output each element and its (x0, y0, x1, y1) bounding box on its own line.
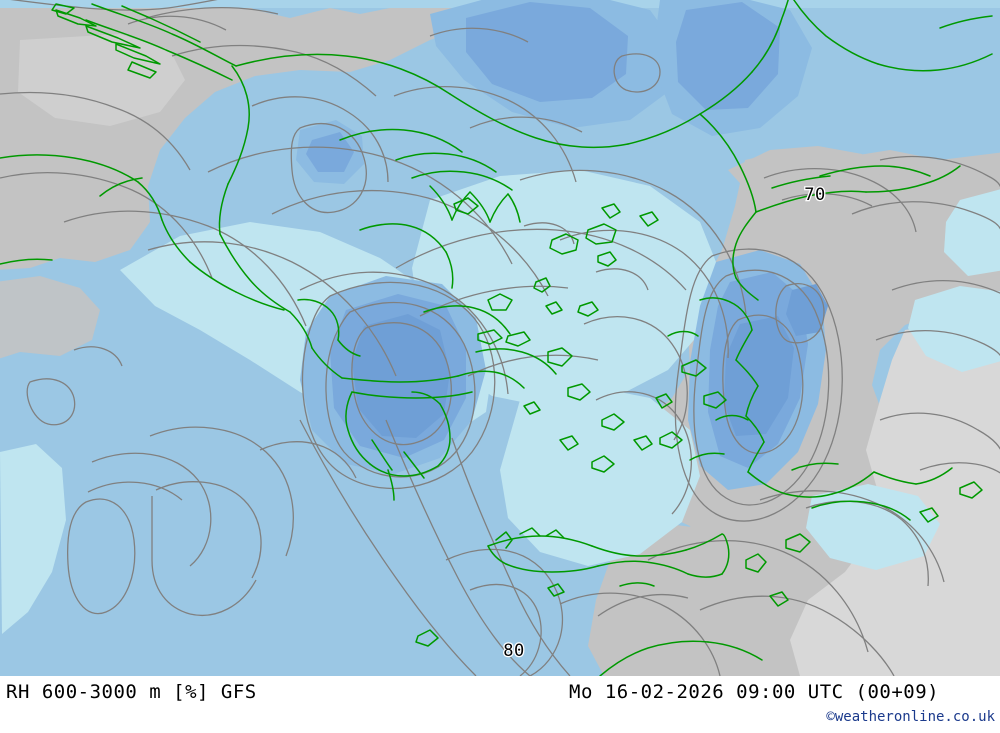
map-footer-bar: RH 600-3000 m [%] GFS Mo 16-02-2026 09:0… (0, 676, 1000, 733)
contour-value-labels: 70 80 (502, 184, 827, 663)
valid-time-label: Mo 16-02-2026 09:00 UTC (00+09) (569, 681, 940, 703)
map-canvas[interactable]: 70 80 (0, 0, 1000, 676)
relative-humidity-contour-map[interactable]: 70 80 (0, 0, 1000, 676)
contour-label-70: 70 (804, 185, 825, 205)
parameter-title: RH 600-3000 m [%] GFS (6, 681, 257, 703)
contour-label-80: 80 (503, 641, 524, 661)
coastline-and-border-lines (0, 0, 993, 676)
copyright-credit: ©weatheronline.co.uk (826, 709, 995, 725)
isoline-contours (0, 0, 1000, 676)
